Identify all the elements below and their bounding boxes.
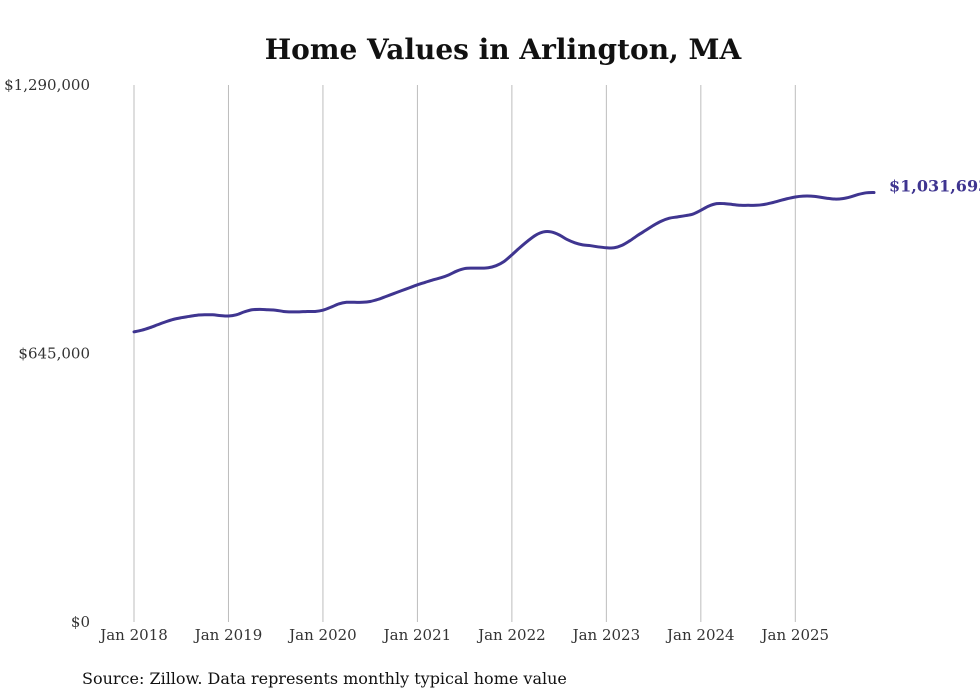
x-tick-label: Jan 2022 [476,626,546,644]
y-tick-label: $1,290,000 [4,76,90,94]
x-tick-label: Jan 2021 [382,626,452,644]
x-tick-label: Jan 2019 [193,626,263,644]
x-axis: Jan 2018 Jan 2019 Jan 2020 Jan 2021 Jan 2022… [98,626,829,644]
home-value-line [132,191,876,334]
source-note: Source: Zillow. Data represents monthly … [82,669,567,688]
latest-value-label: $1,031,693 [889,177,980,196]
x-tick-label: Jan 2025 [760,626,830,644]
x-tick-label: Jan 2018 [98,626,168,644]
chart-title: Home Values in Arlington, MA [265,33,743,66]
gridlines [133,85,796,622]
x-tick-label: Jan 2023 [571,626,641,644]
y-axis: $0 $645,000 $1,290,000 [4,76,90,631]
y-tick-label: $645,000 [18,345,90,363]
y-tick-label: $0 [71,613,90,631]
x-tick-label: Jan 2024 [665,626,735,644]
x-tick-label: Jan 2020 [287,626,357,644]
